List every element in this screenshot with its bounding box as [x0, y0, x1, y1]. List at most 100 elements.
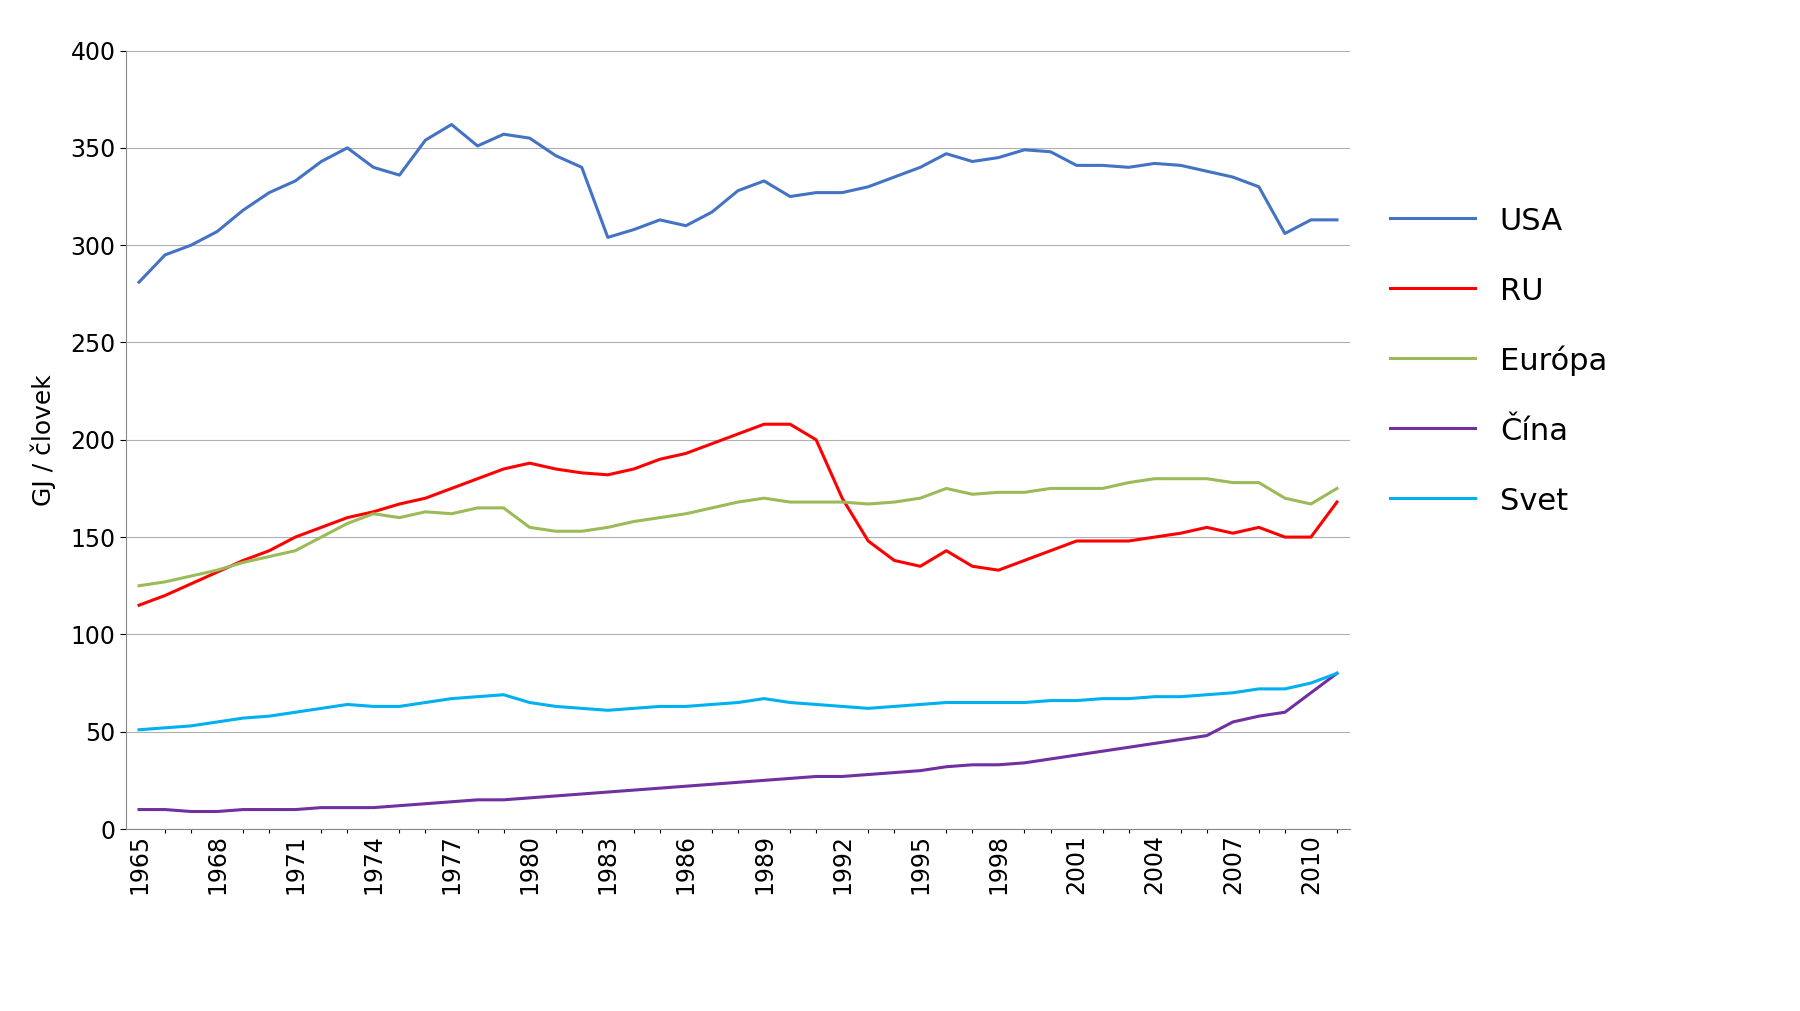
- RU: [1247, 522, 1269, 534]
- Čína: [180, 806, 202, 818]
- Európa: [493, 501, 515, 514]
- Európa: [259, 550, 281, 562]
- Európa: [675, 508, 697, 520]
- Svet: [961, 697, 983, 709]
- RU: [598, 469, 619, 481]
- USA: [441, 118, 463, 130]
- Európa: [884, 496, 905, 509]
- Európa: [936, 482, 958, 494]
- Európa: [1195, 473, 1217, 485]
- Svet: [1195, 688, 1217, 701]
- USA: [752, 175, 774, 187]
- Čína: [1247, 710, 1269, 722]
- Svet: [805, 699, 826, 711]
- USA: [988, 152, 1010, 164]
- USA: [675, 219, 697, 232]
- Svet: [1247, 682, 1269, 695]
- USA: [623, 223, 644, 236]
- Európa: [1247, 476, 1269, 488]
- USA: [650, 213, 671, 225]
- USA: [259, 187, 281, 199]
- Svet: [909, 699, 931, 711]
- USA: [1327, 213, 1348, 225]
- Svet: [1143, 691, 1165, 703]
- RU: [1222, 527, 1244, 539]
- Čína: [1274, 707, 1296, 719]
- USA: [232, 204, 254, 216]
- Európa: [598, 522, 619, 534]
- Svet: [1040, 695, 1062, 707]
- RU: [1066, 535, 1087, 547]
- USA: [1222, 171, 1244, 183]
- USA: [1066, 160, 1087, 172]
- Európa: [207, 564, 229, 576]
- Európa: [1143, 473, 1165, 485]
- Európa: [752, 492, 774, 504]
- Európa: [832, 496, 853, 509]
- Svet: [1013, 697, 1035, 709]
- Čína: [1093, 745, 1114, 757]
- RU: [259, 545, 281, 557]
- Svet: [389, 701, 410, 713]
- USA: [598, 232, 619, 244]
- Európa: [466, 501, 488, 514]
- Európa: [155, 576, 176, 588]
- Čína: [805, 770, 826, 783]
- Čína: [128, 804, 149, 816]
- Čína: [337, 802, 358, 814]
- Čína: [650, 783, 671, 795]
- Svet: [259, 710, 281, 722]
- Svet: [857, 703, 878, 715]
- Svet: [466, 691, 488, 703]
- Čína: [857, 768, 878, 780]
- USA: [545, 150, 567, 162]
- Čína: [362, 802, 383, 814]
- Európa: [311, 531, 333, 543]
- RU: [961, 560, 983, 572]
- RU: [909, 560, 931, 572]
- Európa: [702, 501, 724, 514]
- Čína: [1170, 733, 1192, 745]
- Čína: [1143, 737, 1165, 749]
- Európa: [961, 488, 983, 500]
- Čína: [1222, 716, 1244, 728]
- Čína: [961, 758, 983, 770]
- Svet: [155, 722, 176, 734]
- Svet: [128, 724, 149, 736]
- Svet: [207, 716, 229, 728]
- Čína: [207, 806, 229, 818]
- Čína: [259, 804, 281, 816]
- USA: [779, 190, 801, 202]
- RU: [1013, 554, 1035, 566]
- Európa: [1222, 476, 1244, 488]
- RU: [232, 554, 254, 566]
- Európa: [779, 496, 801, 509]
- Európa: [545, 525, 567, 537]
- RU: [1040, 545, 1062, 557]
- USA: [1274, 227, 1296, 240]
- Európa: [727, 496, 749, 509]
- Line: Svet: Svet: [139, 673, 1337, 730]
- Svet: [936, 697, 958, 709]
- Čína: [1300, 686, 1321, 699]
- USA: [702, 206, 724, 218]
- Čína: [832, 770, 853, 783]
- USA: [362, 162, 383, 174]
- Európa: [1040, 482, 1062, 494]
- USA: [466, 140, 488, 152]
- USA: [909, 162, 931, 174]
- RU: [493, 463, 515, 475]
- Svet: [571, 703, 592, 715]
- Európa: [337, 518, 358, 530]
- Svet: [884, 701, 905, 713]
- Čína: [936, 760, 958, 772]
- Európa: [1327, 482, 1348, 494]
- Svet: [1066, 695, 1087, 707]
- Čína: [571, 788, 592, 800]
- Čína: [466, 794, 488, 806]
- Európa: [1118, 476, 1139, 488]
- RU: [284, 531, 306, 543]
- Čína: [727, 776, 749, 789]
- Čína: [545, 790, 567, 802]
- Európa: [414, 506, 436, 518]
